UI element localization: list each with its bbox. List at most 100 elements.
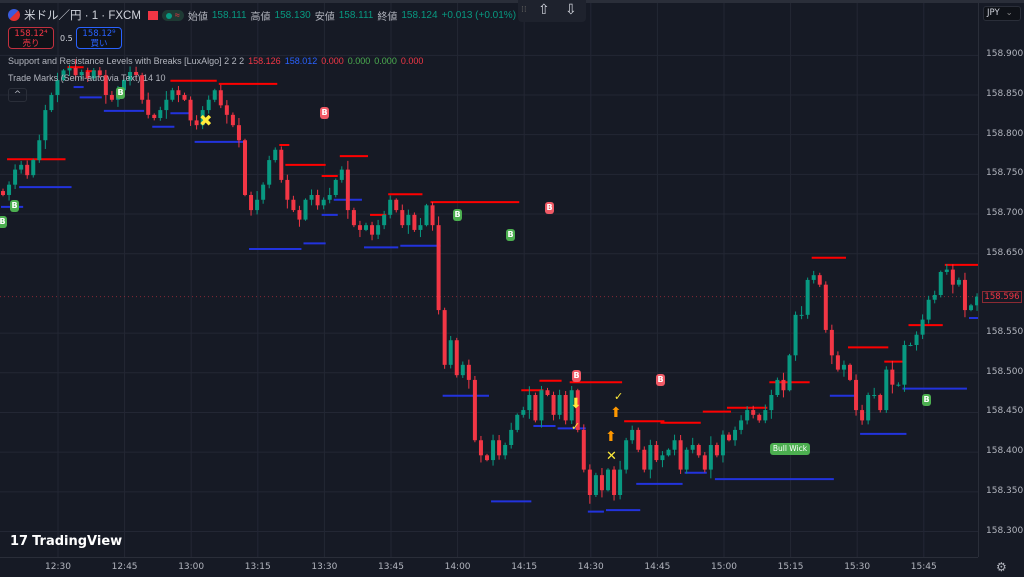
candle-body bbox=[485, 455, 489, 461]
candle-body bbox=[122, 79, 126, 91]
drag-handle-icon[interactable]: ⁞⁞ bbox=[521, 5, 527, 15]
candle-body bbox=[841, 364, 846, 370]
candle-body bbox=[702, 455, 707, 470]
candle-body bbox=[382, 214, 387, 226]
candle-body bbox=[134, 71, 139, 76]
open-label: 始値 bbox=[187, 11, 208, 23]
scroll-down-icon[interactable]: ⇩ bbox=[565, 2, 577, 18]
candle-body bbox=[606, 469, 610, 491]
candle-body bbox=[811, 275, 816, 280]
sell-label: 売り bbox=[22, 39, 40, 49]
price-tick-label: 158.350 bbox=[986, 485, 1024, 496]
candle-body bbox=[714, 445, 719, 456]
price-tick-label: 158.550 bbox=[986, 327, 1024, 338]
candle-body bbox=[454, 340, 459, 376]
sell-price: 158.12⁴ bbox=[14, 29, 48, 39]
candle-body bbox=[243, 140, 247, 195]
candle-body bbox=[85, 71, 90, 79]
candle-body bbox=[515, 414, 520, 430]
price-tick-label: 158.300 bbox=[986, 525, 1024, 536]
candle-body bbox=[273, 149, 278, 161]
market-status-icon[interactable]: ≈ bbox=[161, 9, 184, 21]
collapse-legend-button[interactable]: ^ bbox=[8, 88, 27, 102]
candle-body bbox=[848, 364, 852, 380]
scroll-up-icon[interactable]: ⇧ bbox=[538, 2, 550, 18]
candle-body bbox=[618, 469, 623, 495]
time-tick-label: 14:00 bbox=[444, 562, 471, 572]
candle-body bbox=[733, 429, 738, 441]
candle-body bbox=[394, 199, 399, 211]
candle-body bbox=[926, 299, 931, 320]
indicator-sr-legend[interactable]: Support and Resistance Levels with Break… bbox=[8, 56, 423, 66]
candle-body bbox=[448, 340, 453, 365]
indicator-value: 158.012 bbox=[284, 56, 318, 66]
settings-gear-icon[interactable]: ⚙ bbox=[996, 560, 1007, 574]
candle-body bbox=[206, 99, 211, 111]
buy-label: 買い bbox=[90, 39, 108, 49]
candle-body bbox=[902, 345, 907, 385]
candle-body bbox=[424, 205, 429, 226]
candle-body bbox=[956, 279, 961, 285]
candle-body bbox=[291, 199, 296, 211]
price-tick-label: 158.750 bbox=[986, 168, 1024, 179]
indicator-value: 0.000 bbox=[347, 56, 371, 66]
tradingview-logo[interactable]: 17 TradingView bbox=[10, 534, 122, 550]
buy-button[interactable]: 158.12⁹ 買い bbox=[76, 27, 122, 49]
buy-marker: B bbox=[453, 209, 462, 221]
candle-body bbox=[962, 279, 967, 311]
price-axis[interactable] bbox=[978, 0, 1024, 557]
candle-body bbox=[835, 355, 840, 370]
candle-body bbox=[938, 271, 943, 295]
candle-body bbox=[31, 160, 36, 176]
currency-dropdown[interactable]: JPY ⌄ bbox=[983, 6, 1021, 21]
price-tick-label: 158.650 bbox=[986, 247, 1024, 258]
candle-body bbox=[545, 390, 550, 395]
time-tick-label: 14:15 bbox=[511, 562, 538, 572]
sell-marker: B bbox=[320, 107, 329, 119]
candle-body bbox=[563, 395, 568, 421]
bull-wick-label: Bull Wick bbox=[770, 443, 810, 455]
candle-body bbox=[781, 379, 786, 391]
candle-body bbox=[128, 71, 133, 80]
candle-body bbox=[236, 125, 241, 141]
candle-body bbox=[364, 225, 368, 230]
check-icon: ✓ bbox=[571, 420, 581, 433]
sell-button[interactable]: 158.12⁴ 売り bbox=[8, 27, 54, 49]
candle-body bbox=[878, 395, 883, 411]
spread-value: 0.5 bbox=[60, 34, 73, 43]
candle-body bbox=[333, 179, 338, 195]
candle-body bbox=[61, 70, 66, 80]
candle-body bbox=[478, 440, 483, 456]
indicator-name: Trade Marks (Semi-auto via Text) 14 10 bbox=[8, 73, 166, 83]
candle-body bbox=[212, 90, 217, 100]
time-axis[interactable] bbox=[0, 557, 978, 577]
time-tick-label: 12:30 bbox=[45, 562, 71, 572]
candle-body bbox=[672, 440, 677, 450]
candle-body bbox=[400, 210, 405, 226]
candle-body bbox=[436, 225, 441, 311]
buy-marker: B bbox=[0, 216, 7, 228]
candle-body bbox=[158, 110, 163, 119]
candle-body bbox=[509, 429, 514, 445]
candle-body bbox=[787, 355, 792, 391]
symbol-title[interactable]: 米ドル／円 · 1 · FXCM bbox=[24, 10, 141, 22]
low-label: 安値 bbox=[314, 11, 335, 23]
indicator-value: 0.000 bbox=[374, 56, 397, 66]
candle-body bbox=[218, 90, 223, 106]
candle-body bbox=[920, 319, 925, 335]
time-tick-label: 15:15 bbox=[777, 562, 804, 572]
candle-body bbox=[267, 160, 272, 185]
candle-body bbox=[763, 410, 768, 421]
time-tick-label: 15:30 bbox=[844, 562, 871, 572]
candle-body bbox=[230, 114, 235, 126]
candle-body bbox=[727, 434, 731, 441]
red-flag-icon[interactable] bbox=[147, 10, 158, 20]
price-chart[interactable] bbox=[0, 0, 978, 557]
indicator-trademarks-legend[interactable]: Trade Marks (Semi-auto via Text) 14 10 bbox=[8, 73, 166, 83]
candle-body bbox=[164, 99, 169, 111]
candle-body bbox=[969, 305, 973, 311]
low-value: 158.111 bbox=[338, 9, 374, 21]
candle-body bbox=[109, 95, 114, 100]
candle-body bbox=[775, 379, 780, 395]
candle-body bbox=[860, 410, 865, 421]
